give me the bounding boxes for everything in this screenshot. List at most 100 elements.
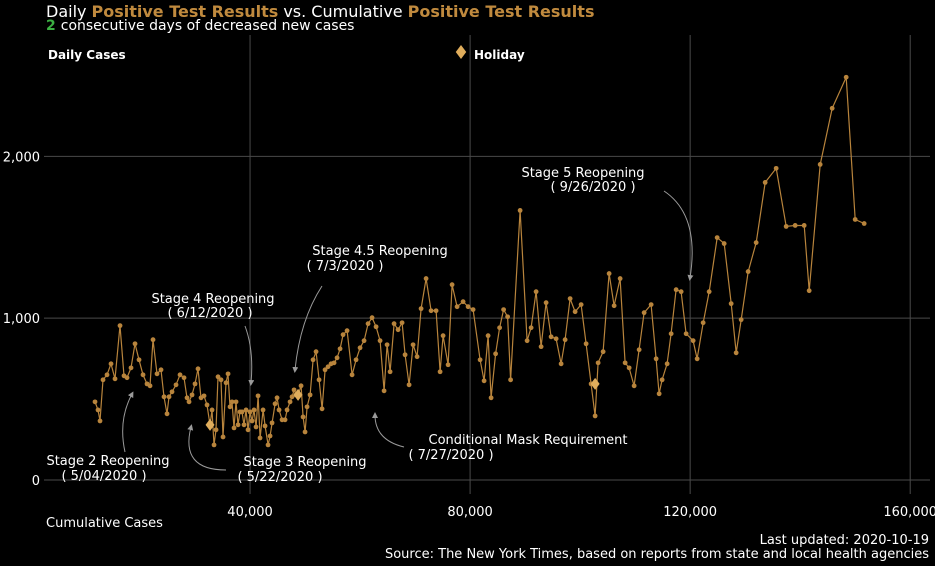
y-tick-label: 2,000 [3,150,40,165]
data-point [501,307,507,313]
data-point [626,365,632,371]
data-point [423,276,429,281]
data-point [488,395,494,401]
data-point [485,333,491,339]
data-point [92,399,98,405]
data-point [517,208,523,213]
data-point [738,317,744,323]
data-point [493,351,499,357]
data-point [313,349,319,355]
data-point [357,345,363,351]
data-point [340,332,346,338]
data-point [189,392,195,398]
data-point [611,303,617,309]
title-part: vs. Cumulative [283,2,402,21]
data-point [265,442,271,448]
data-point [572,309,578,315]
data-point [166,394,172,400]
data-point [195,366,201,372]
data-point [817,162,823,167]
data-point [325,364,331,370]
data-point [337,346,343,352]
data-point [843,74,849,80]
data-point [792,223,798,228]
title-part: Positive Test Results [91,2,278,21]
annotation-label: Stage 4.5 Reopening [312,244,448,259]
annotation-arrow [292,285,323,373]
data-point [124,375,130,381]
data-point [128,365,134,371]
source: Source: The New York Times, based on rep… [385,547,929,562]
data-point [399,320,405,326]
y-tick-label: 1,000 [3,312,40,327]
data-point [806,288,812,294]
annotation-arrow [663,190,694,281]
holiday-marker [205,418,215,431]
data-point [733,350,739,356]
data-point [307,392,313,398]
data-point [249,418,255,424]
y-tick-label: 0 [32,474,40,489]
annotation-arrow [372,412,405,448]
data-point [659,377,665,383]
data-point [233,399,239,405]
annotation-date: ( 5/04/2020 ) [61,469,146,484]
data-point [694,356,700,362]
subtitle-text: consecutive days of decreased new cases [61,18,355,34]
data-point [220,434,226,440]
data-point [449,282,455,288]
data-point [606,271,612,276]
data-point [668,331,674,337]
data-point [481,378,487,384]
data-point [641,310,647,316]
data-point [622,360,628,366]
data-point [181,375,187,381]
data-point [304,404,310,410]
data-point [97,418,103,424]
data-point [683,331,689,337]
annotation-date: ( 7/3/2020 ) [307,259,384,274]
data-point [154,371,160,377]
data-point [656,391,662,397]
data-point [460,299,466,305]
grid [44,35,930,494]
data-point [381,388,387,394]
data-point [470,307,476,313]
annotation-label: Stage 5 Reopening [521,166,644,181]
data-point [465,304,471,310]
data-point [291,387,297,393]
data-point [100,377,106,383]
legend-marker [455,45,467,59]
data-point [276,407,282,413]
annotation-label: Stage 3 Reopening [243,455,366,470]
data-point [631,383,637,389]
annotation-arrow [187,424,227,471]
data-point [316,377,322,383]
data-point [861,221,867,226]
x-axis-label: Cumulative Cases [46,516,163,531]
data-point [215,374,221,380]
data-point [753,240,759,246]
data-point [108,361,114,367]
data-point [353,357,359,363]
legend-label: Holiday [474,48,525,62]
data-point [223,380,229,386]
data-point [505,314,511,320]
data-point [524,338,530,344]
data-point [300,414,306,420]
annotation-arrow [122,391,134,453]
data-point [548,334,554,340]
data-point [678,289,684,295]
data-point [558,361,564,367]
subtitle: 2 consecutive days of decreased new cases [46,18,354,34]
data-point [528,325,534,331]
data-point [302,429,308,435]
data-point [213,427,219,433]
annotation-label: Stage 4 Reopening [151,292,274,307]
data-point [95,407,101,413]
data-point [414,354,420,360]
data-point [673,287,679,293]
data-point [289,394,295,400]
data-point [322,367,328,373]
